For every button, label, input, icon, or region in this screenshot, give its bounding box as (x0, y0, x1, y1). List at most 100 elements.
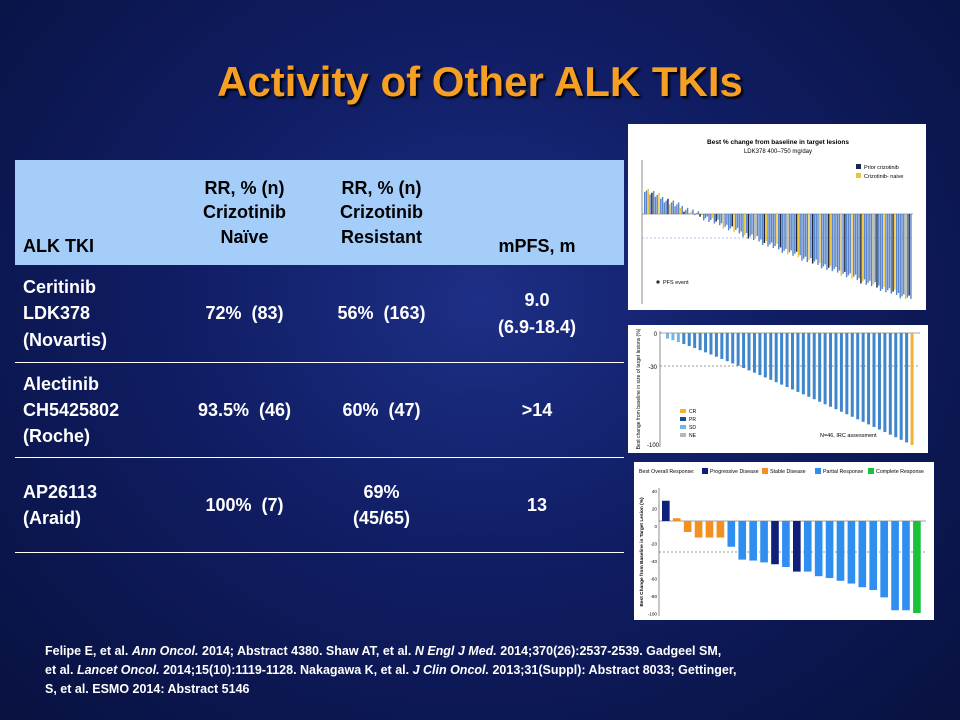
mpfs-cell: 9.0 (6.9-18.4) (450, 265, 624, 363)
waterfall-bar (840, 214, 842, 276)
waterfall-bar (663, 202, 666, 214)
waterfall-bar (870, 214, 873, 287)
figure-note: N=46, IRC assessment (820, 433, 877, 439)
waterfall-bar (727, 214, 730, 231)
header-alk-tki: ALK TKI (15, 160, 176, 265)
ceritinib-waterfall-svg: Best % change from baseline in target le… (641, 139, 913, 304)
waterfall-bar (824, 214, 826, 265)
waterfall-bar (783, 214, 785, 251)
waterfall-bar (880, 521, 888, 598)
waterfall-bar (901, 214, 903, 297)
waterfall-bar (847, 214, 850, 276)
waterfall-bar (872, 333, 876, 427)
waterfall-bar (713, 214, 716, 224)
alectinib-waterfall-svg: Best change from baseline in size of tar… (636, 328, 920, 449)
alectinib-waterfall-figure: Best change from baseline in size of tar… (628, 325, 928, 453)
waterfall-bar (656, 194, 658, 214)
header-rr-resistant: RR, % (n) Crizotinib Resistant (313, 160, 450, 265)
waterfall-bar (667, 198, 669, 214)
waterfall-bar (811, 214, 814, 264)
waterfall-bar (765, 214, 767, 242)
waterfall-bar (856, 214, 859, 281)
waterfall-bar (812, 333, 816, 400)
waterfall-bar (729, 214, 732, 229)
waterfall-bar (644, 191, 646, 214)
waterfall-bar (736, 333, 740, 366)
waterfall-bar (685, 209, 687, 214)
waterfall-bar (845, 214, 848, 278)
waterfall-bar (851, 214, 853, 279)
waterfall-bar (877, 333, 881, 430)
waterfall-bar (665, 200, 667, 214)
waterfall-bar (826, 214, 828, 270)
waterfall-bar (662, 500, 670, 521)
waterfall-bar (756, 214, 758, 237)
waterfall-bar (899, 214, 901, 299)
legend-swatch-ne (680, 433, 686, 437)
waterfall-bar (761, 214, 764, 245)
waterfall-bar (704, 214, 707, 219)
waterfall-bar (660, 198, 662, 214)
waterfall-bar (742, 333, 746, 369)
waterfall-bar (883, 333, 887, 433)
waterfall-bar (686, 207, 689, 214)
waterfall-bar (876, 214, 878, 288)
waterfall-bar (858, 521, 867, 588)
y-tick-label: 20 (652, 507, 658, 512)
y-tick-label: -80 (650, 594, 657, 599)
waterfall-bar (819, 214, 821, 263)
y-tick-label: 40 (652, 489, 658, 494)
waterfall-bar (913, 521, 921, 613)
waterfall-bar (758, 214, 760, 242)
waterfall-bar (754, 214, 757, 239)
legend-label-prior: Prior crizotinib (864, 165, 899, 171)
y-tick-label: -40 (650, 559, 657, 564)
waterfall-bar (831, 214, 834, 272)
rr-resistant-cell: 69% (45/65) (313, 457, 450, 553)
legend-swatch-naive (856, 173, 861, 178)
waterfall-bar (735, 214, 737, 230)
waterfall-bar (863, 214, 866, 280)
waterfall-bar (904, 214, 907, 299)
waterfall-bar (902, 521, 910, 611)
rr-naive-cell: 93.5% (46) (176, 362, 313, 458)
waterfall-bar (706, 214, 708, 217)
waterfall-bar (844, 214, 846, 272)
waterfall-bar (891, 521, 899, 611)
waterfall-bar (716, 521, 725, 538)
y-tick-minus30: -30 (648, 365, 657, 371)
table-header-row: ALK TKI RR, % (n) Crizotinib Naïve RR, %… (15, 160, 624, 265)
waterfall-bar (890, 214, 892, 294)
header-rr-naive: RR, % (n) Crizotinib Naïve (176, 160, 313, 265)
waterfall-bar (763, 214, 766, 244)
legend-label-cr: Complete Response (876, 469, 924, 475)
waterfall-bar (908, 214, 910, 296)
waterfall-bar (834, 333, 838, 410)
waterfall-bar (693, 333, 697, 349)
rr-naive-cell: 100% (7) (176, 457, 313, 553)
waterfall-bar (878, 214, 880, 286)
y-tick-label: -60 (650, 577, 657, 582)
alectinib-bars (666, 333, 914, 445)
legend-swatch-cr (868, 468, 874, 474)
waterfall-bar (779, 214, 782, 248)
waterfall-bar (710, 214, 712, 221)
waterfall-bar (695, 213, 698, 214)
waterfall-bar (886, 214, 889, 291)
waterfall-bar (822, 214, 825, 267)
waterfall-bar (725, 333, 729, 362)
waterfall-bar (763, 333, 767, 378)
waterfall-bar (854, 214, 857, 275)
y-axis-label: Best change from baseline in size of tar… (636, 328, 642, 449)
legend-swatch-sd (762, 468, 768, 474)
waterfall-bar (801, 214, 803, 261)
reference-line-1: Felipe E, et al. Ann Oncol. 2014; Abstra… (45, 644, 722, 658)
waterfall-bar (683, 211, 685, 214)
waterfall-bar (910, 214, 912, 299)
waterfall-bar (731, 333, 735, 364)
waterfall-bar (867, 214, 869, 283)
table-row: Ceritinib LDK378 (Novartis) 72% (83) 56%… (15, 265, 624, 363)
waterfall-bar (749, 214, 751, 237)
waterfall-bar (894, 333, 898, 438)
reference-line-2: et al. Lancet Oncol. 2014;15(10):1119-11… (45, 663, 737, 677)
